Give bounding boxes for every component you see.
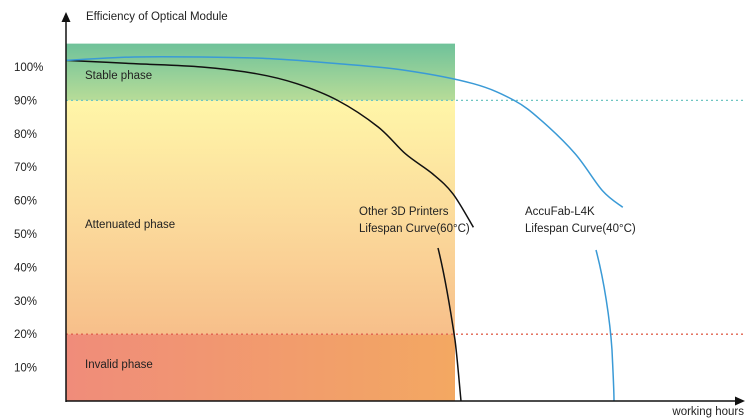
invalid-phase-label: Invalid phase bbox=[85, 359, 153, 371]
y-tick-label: 30% bbox=[14, 296, 37, 308]
y-axis-arrow-icon bbox=[61, 12, 71, 22]
attenuated-phase-label: Attenuated phase bbox=[85, 219, 175, 231]
other-printers-label-line2: Lifespan Curve(60°C) bbox=[359, 223, 470, 235]
attenuated-phase-band bbox=[66, 100, 455, 335]
x-axis-arrow-icon bbox=[735, 396, 745, 406]
x-axis-title: working hours bbox=[671, 406, 744, 418]
invalid-phase-band bbox=[66, 334, 455, 401]
accufab-label-line1: AccuFab-L4K bbox=[525, 206, 595, 218]
y-tick-label: 60% bbox=[14, 196, 37, 208]
y-tick-label: 90% bbox=[14, 95, 37, 107]
y-tick-label: 80% bbox=[14, 129, 37, 141]
other-printers-lifespan-curve bbox=[65, 59, 475, 228]
y-tick-label: 70% bbox=[14, 162, 37, 174]
other-printers-lifespan-curve-tail bbox=[437, 247, 462, 402]
y-axis-title: Efficiency of Optical Module bbox=[86, 11, 228, 23]
y-tick-label: 100% bbox=[14, 62, 43, 74]
y-tick-label: 50% bbox=[14, 229, 37, 241]
y-axis-tick-labels: 100% 90% 80% 70% 60% 50% 40% 30% 20% 10% bbox=[14, 62, 43, 375]
other-printers-label-line1: Other 3D Printers bbox=[359, 206, 449, 218]
accufab-lifespan-curve bbox=[65, 55, 624, 208]
y-tick-label: 40% bbox=[14, 262, 37, 274]
stable-phase-label: Stable phase bbox=[85, 70, 152, 82]
y-tick-label: 20% bbox=[14, 329, 37, 341]
accufab-lifespan-curve-tail bbox=[595, 249, 615, 402]
stable-phase-band bbox=[66, 43, 455, 101]
accufab-label-line2: Lifespan Curve(40°C) bbox=[525, 223, 636, 235]
y-tick-label: 10% bbox=[14, 363, 37, 375]
